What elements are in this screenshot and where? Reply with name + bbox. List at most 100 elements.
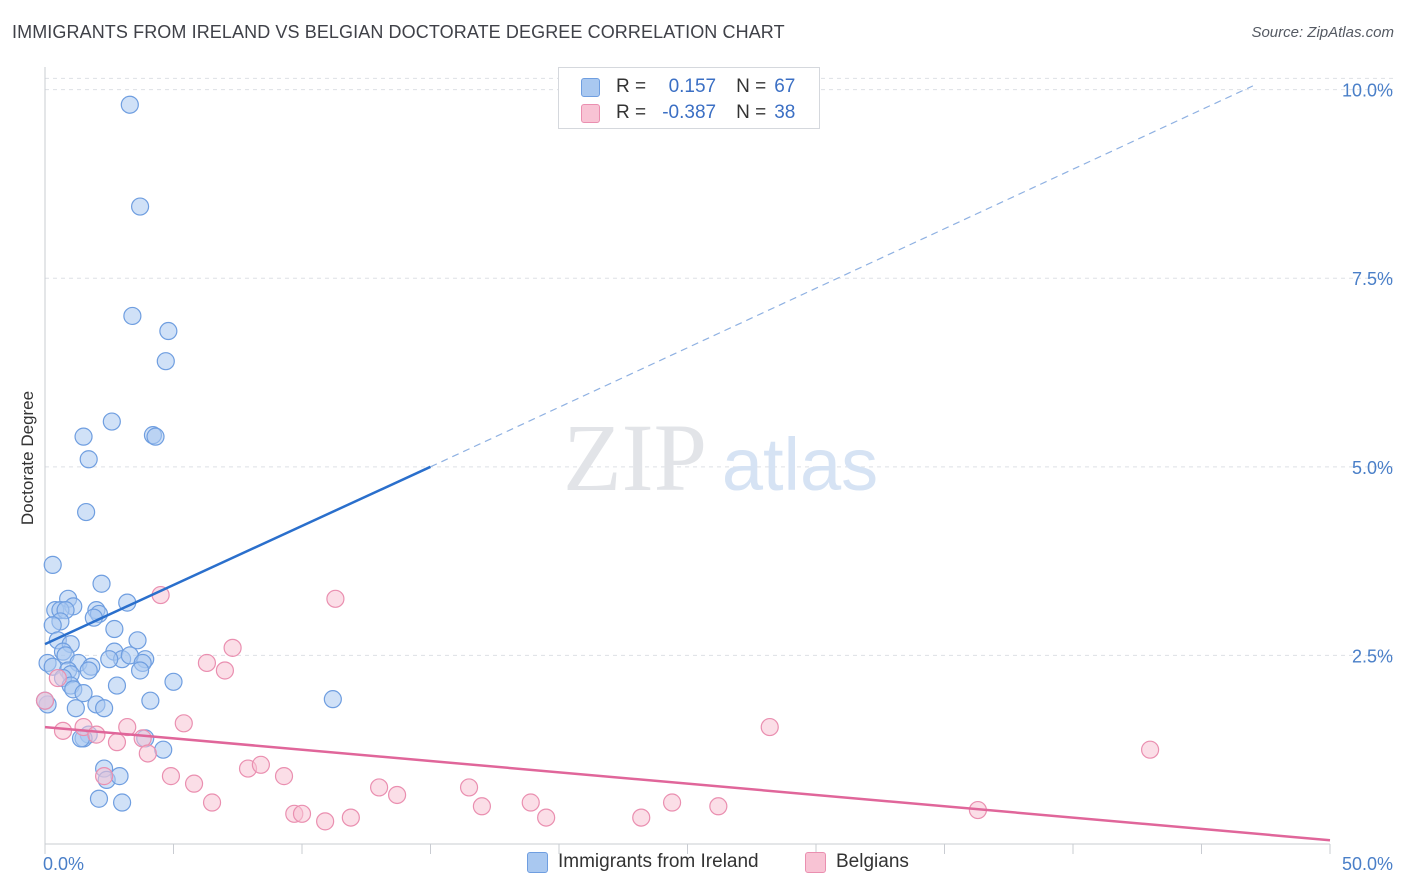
belgians-point-37 (48, 668, 67, 688)
data-points (35, 95, 1160, 831)
n-label: N = (736, 102, 767, 123)
belgians-point-6 (53, 721, 73, 740)
ireland-point-42 (130, 661, 150, 680)
watermark-atlas: atlas (722, 423, 878, 506)
belgians-point-10 (133, 729, 152, 748)
y-tick-label-1: 5.0% (1352, 458, 1393, 478)
belgians-point-0 (35, 691, 55, 710)
ireland-legend-label: Immigrants from Ireland (558, 851, 759, 872)
bottom-legend-ireland: Immigrants from Ireland (527, 851, 759, 873)
belgians-point-29 (341, 808, 360, 827)
ireland-point-4 (156, 352, 175, 371)
r-label: R = (616, 102, 647, 123)
n-value-ireland: 67 (774, 76, 796, 97)
ireland-point-25 (128, 631, 147, 650)
belgians-point-12 (174, 714, 193, 733)
trend-lines (44, 85, 1331, 842)
belgians-point-16 (161, 767, 181, 786)
belgians-point-21 (274, 767, 294, 786)
belgians-point-9 (118, 717, 137, 737)
belgians-point-14 (760, 717, 779, 737)
belgians-point-30 (472, 797, 491, 816)
ireland-point-62 (110, 767, 129, 786)
belgians-point-18 (95, 767, 114, 786)
belgians-point-2 (326, 589, 345, 608)
ireland-point-46 (107, 676, 127, 695)
r-label: R = (616, 76, 647, 97)
r-value-belgians: -0.387 (662, 102, 717, 123)
x-tick-label-1: 50.0% (1342, 854, 1393, 874)
ireland-point-51 (323, 690, 342, 709)
ireland-point-59 (154, 740, 173, 759)
tick-labels: 2.5% 5.0% 7.5% 10.0% 0.0% 50.0% (43, 81, 1393, 874)
belgians-point-3 (223, 638, 242, 657)
ireland-point-24 (105, 619, 124, 639)
belgians-point-22 (370, 778, 389, 797)
belgians-point-5 (215, 661, 234, 680)
legend-row-belgians: R = -0.387 N = 38 (581, 101, 795, 125)
legend-row-ireland: R = 0.157 N = 67 (581, 75, 795, 99)
stats-legend: R = 0.157 N = 67 R = -0.387 N = 38 (558, 67, 820, 129)
ireland-point-10 (77, 502, 96, 522)
ireland-legend-swatch (527, 851, 548, 873)
ireland-point-1 (130, 197, 150, 216)
y-axis-label: Doctorate Degree (18, 391, 37, 525)
y-tick-label-0: 2.5% (1352, 646, 1393, 666)
ireland-trend-line (44, 465, 432, 646)
ireland-point-63 (89, 789, 109, 808)
ireland-point-2 (123, 306, 142, 326)
belgians-point-8 (87, 725, 106, 744)
belgians-point-20 (251, 755, 270, 774)
bottom-legend-belgians: Belgians (805, 851, 909, 873)
source-label: Source: ZipAtlas.com (1251, 24, 1394, 41)
ireland-point-6 (74, 427, 93, 446)
ireland-point-54 (95, 699, 114, 718)
belgians-point-13 (138, 744, 157, 763)
belgians-point-11 (107, 733, 127, 752)
n-label: N = (736, 76, 767, 97)
x-tick-label-0: 0.0% (43, 854, 84, 874)
belgians-point-35 (709, 797, 728, 816)
ireland-point-12 (92, 574, 111, 593)
belgians-point-15 (1140, 740, 1160, 759)
ireland-point-50 (141, 691, 160, 710)
ireland-point-53 (66, 699, 85, 718)
belgians-point-25 (202, 793, 222, 812)
ireland-swatch (581, 77, 600, 97)
ireland-point-41 (79, 661, 98, 680)
ireland-point-5 (102, 412, 121, 431)
ireland-point-0 (120, 95, 139, 114)
belgians-point-23 (387, 785, 407, 805)
ireland-point-8 (146, 427, 165, 446)
belgians-point-31 (521, 793, 540, 812)
ireland-point-49 (74, 684, 93, 703)
ireland-point-22 (43, 616, 62, 635)
belgians-swatch (581, 103, 600, 123)
ireland-point-3 (159, 321, 178, 341)
belgians-point-33 (632, 808, 651, 827)
ireland-trend-extension (430, 85, 1254, 468)
n-value-belgians: 38 (774, 102, 796, 123)
belgians-point-17 (184, 774, 204, 793)
belgians-point-4 (197, 653, 217, 673)
watermark-zip: ZIP (563, 404, 707, 511)
belgians-point-24 (459, 778, 479, 797)
belgians-point-27 (292, 804, 312, 823)
belgians-trend-line (44, 725, 1331, 842)
belgians-point-32 (537, 808, 556, 827)
belgians-point-28 (316, 812, 335, 831)
belgians-point-34 (662, 793, 682, 812)
chart-title: IMMIGRANTS FROM IRELAND VS BELGIAN DOCTO… (12, 22, 785, 42)
axes (44, 67, 1331, 854)
belgians-legend-label: Belgians (836, 851, 909, 872)
y-tick-label-3: 10.0% (1342, 81, 1393, 101)
y-tick-label-2: 7.5% (1352, 269, 1393, 289)
belgians-legend-swatch (805, 851, 826, 873)
r-value-ireland: 0.157 (668, 76, 717, 97)
ireland-point-9 (79, 450, 98, 469)
ireland-point-11 (43, 555, 62, 574)
ireland-point-64 (112, 793, 132, 812)
ireland-point-45 (164, 672, 183, 691)
grid-lines (45, 77, 1395, 656)
